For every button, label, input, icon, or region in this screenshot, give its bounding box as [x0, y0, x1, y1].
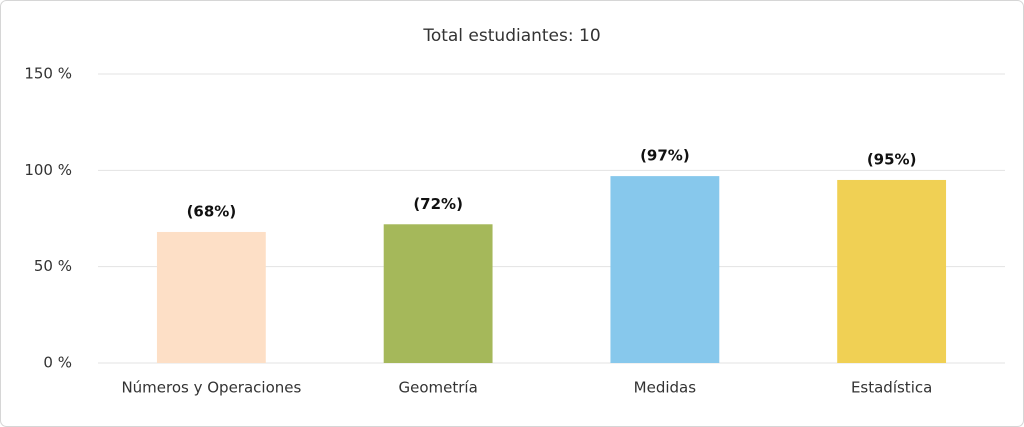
value-label: (72%)	[413, 195, 463, 213]
y-tick-label: 0 %	[43, 354, 72, 372]
x-tick-label: Números y Operaciones	[121, 379, 301, 397]
bar	[610, 176, 720, 363]
x-tick-label: Estadística	[851, 379, 932, 397]
value-label: (95%)	[867, 150, 917, 168]
bar	[156, 231, 266, 363]
y-tick-label: 100 %	[24, 161, 72, 179]
chart-title: Total estudiantes: 10	[422, 26, 600, 46]
x-tick-label: Medidas	[634, 379, 697, 397]
y-tick-label: 150 %	[24, 65, 72, 83]
bar	[383, 224, 493, 363]
value-label: (68%)	[187, 202, 237, 220]
x-tick-label: Geometría	[398, 379, 477, 397]
value-label: (97%)	[640, 147, 690, 165]
y-tick-label: 50 %	[34, 257, 72, 275]
bar	[837, 179, 947, 363]
